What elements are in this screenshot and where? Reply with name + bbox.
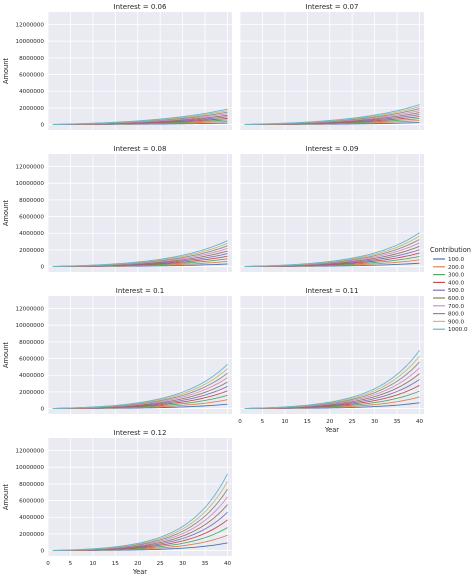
x-tick-label: 0 bbox=[46, 561, 50, 567]
y-tick-label: 8000000 bbox=[19, 340, 44, 346]
series-line-1000-0 bbox=[244, 350, 420, 409]
plot-background bbox=[48, 12, 232, 130]
y-tick-label: 8000000 bbox=[19, 198, 44, 204]
y-tick-label: 0 bbox=[40, 123, 44, 129]
plot-background bbox=[48, 296, 232, 414]
legend-label: 800.0 bbox=[448, 312, 464, 318]
series-line-1000-0 bbox=[52, 363, 228, 409]
x-tick-label: 20 bbox=[134, 561, 142, 567]
x-tick-label: 5 bbox=[261, 419, 265, 425]
legend-label: 400.0 bbox=[448, 280, 464, 286]
y-tick-label: 2000000 bbox=[19, 106, 44, 112]
facet-panel-0-09: Interest = 0.09 bbox=[239, 145, 424, 272]
x-axis-label: Year bbox=[132, 568, 147, 576]
y-tick-label: 12000000 bbox=[16, 165, 45, 171]
x-tick-label: 20 bbox=[326, 419, 334, 425]
y-tick-label: 12000000 bbox=[16, 307, 45, 313]
y-tick-label: 10000000 bbox=[16, 323, 45, 329]
x-axis-label: Year bbox=[324, 426, 339, 434]
y-tick-label: 6000000 bbox=[19, 357, 44, 363]
y-tick-label: 0 bbox=[40, 407, 44, 413]
x-tick-label: 40 bbox=[416, 419, 424, 425]
series-line-1000-0 bbox=[244, 104, 420, 125]
x-tick-label: 25 bbox=[349, 419, 357, 425]
legend-label: 500.0 bbox=[448, 288, 464, 294]
y-tick-label: 4000000 bbox=[19, 231, 44, 237]
y-tick-label: 6000000 bbox=[19, 73, 44, 79]
x-tick-label: 0 bbox=[238, 419, 242, 425]
facet-panel-0-08: Interest = 0.08 0 2000000 4000000 6000000 800… bbox=[2, 145, 232, 272]
x-tick-label: 25 bbox=[157, 561, 165, 567]
y-axis-label: Amount bbox=[2, 200, 10, 226]
x-tick-label: 30 bbox=[371, 419, 379, 425]
y-axis-label: Amount bbox=[2, 58, 10, 84]
y-tick-label: 10000000 bbox=[16, 465, 45, 471]
y-tick-label: 4000000 bbox=[19, 515, 44, 521]
plot-background bbox=[48, 438, 232, 556]
y-tick-label: 0 bbox=[40, 549, 44, 555]
facet-title: Interest = 0.06 bbox=[114, 3, 167, 11]
facet-panel-0-07: Interest = 0.07 bbox=[239, 3, 424, 130]
y-axis-label: Amount bbox=[2, 342, 10, 368]
legend-label: 600.0 bbox=[448, 296, 464, 302]
facet-title: Interest = 0.08 bbox=[114, 145, 167, 153]
y-tick-label: 2000000 bbox=[19, 248, 44, 254]
y-tick-label: 2000000 bbox=[19, 532, 44, 538]
x-tick-label: 30 bbox=[179, 561, 187, 567]
facet-panel-0-1: Interest = 0.1 0 2000000 4000000 6000000 8000… bbox=[2, 287, 232, 414]
legend-label: 1000.0 bbox=[448, 327, 468, 333]
x-tick-label: 40 bbox=[224, 561, 232, 567]
facet-title: Interest = 0.12 bbox=[114, 429, 167, 437]
x-tick-label: 15 bbox=[304, 419, 312, 425]
y-tick-label: 4000000 bbox=[19, 89, 44, 95]
legend-label: 700.0 bbox=[448, 304, 464, 310]
series-line-1000-0 bbox=[52, 240, 228, 267]
y-tick-label: 12000000 bbox=[16, 449, 45, 455]
facet-panel-0-11: Interest = 0.11 0 5 10 15 20 25 30 35 40 Year bbox=[238, 287, 424, 434]
y-tick-label: 4000000 bbox=[19, 373, 44, 379]
y-tick-label: 0 bbox=[40, 265, 44, 271]
plot-background bbox=[240, 154, 424, 272]
facet-panel-0-06: Interest = 0.06 0 2000000 4000000 6000000 800… bbox=[2, 3, 232, 130]
facet-title: Interest = 0.1 bbox=[116, 287, 164, 295]
x-tick-label: 15 bbox=[112, 561, 120, 567]
plot-background bbox=[240, 296, 424, 414]
plot-background bbox=[240, 12, 424, 130]
y-tick-label: 12000000 bbox=[16, 23, 45, 29]
x-tick-label: 5 bbox=[69, 561, 73, 567]
legend-label: 300.0 bbox=[448, 273, 464, 279]
x-tick-label: 35 bbox=[202, 561, 210, 567]
y-tick-label: 6000000 bbox=[19, 215, 44, 221]
facet-title: Interest = 0.07 bbox=[306, 3, 359, 11]
y-tick-label: 2000000 bbox=[19, 390, 44, 396]
series-line-1000-0 bbox=[52, 108, 228, 125]
y-tick-label: 10000000 bbox=[16, 181, 45, 187]
legend-label: 200.0 bbox=[448, 265, 464, 271]
y-tick-label: 6000000 bbox=[19, 499, 44, 505]
facet-panel-0-12: Interest = 0.12 0 2000000 4000000 6000000 800… bbox=[2, 429, 232, 576]
series-line-1000-0 bbox=[52, 473, 228, 551]
x-tick-label: 10 bbox=[281, 419, 289, 425]
facet-title: Interest = 0.11 bbox=[306, 287, 359, 295]
facet-title: Interest = 0.09 bbox=[306, 145, 359, 153]
x-tick-label: 35 bbox=[394, 419, 402, 425]
legend-title: Contribution bbox=[430, 246, 471, 254]
legend-label: 100.0 bbox=[448, 257, 464, 263]
series-line-1000-0 bbox=[244, 232, 420, 267]
y-tick-label: 8000000 bbox=[19, 56, 44, 62]
y-tick-label: 10000000 bbox=[16, 39, 45, 45]
y-tick-label: 8000000 bbox=[19, 482, 44, 488]
x-tick-label: 10 bbox=[89, 561, 97, 567]
legend-label: 900.0 bbox=[448, 319, 464, 325]
y-axis-label: Amount bbox=[2, 484, 10, 510]
